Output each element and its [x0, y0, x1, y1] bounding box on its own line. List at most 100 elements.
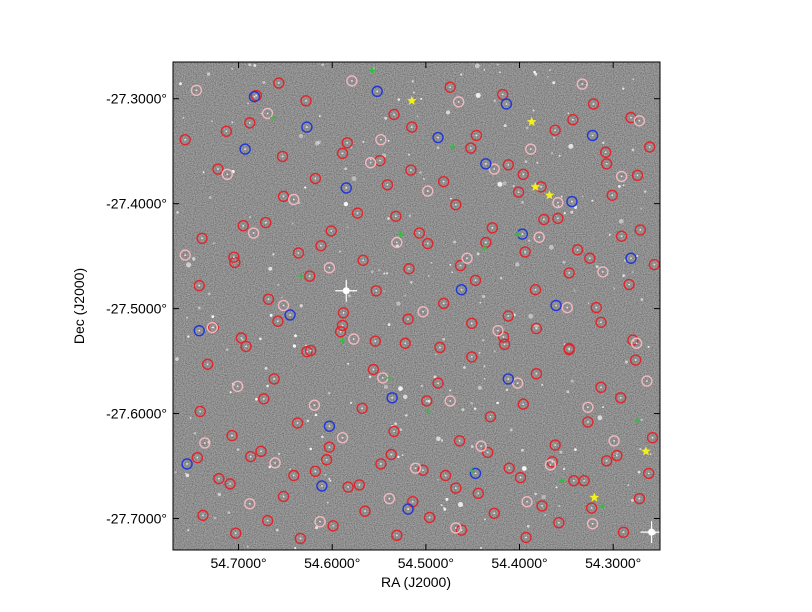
- source-dot: [422, 469, 424, 472]
- source-dot: [591, 134, 594, 137]
- catalog-circle-marker: [402, 503, 414, 515]
- field-star: [408, 214, 412, 218]
- catalog-circle-marker: [465, 142, 477, 154]
- catalog-circle-marker: [470, 129, 483, 142]
- source-dot: [600, 321, 602, 324]
- catalog-circle-marker: [315, 239, 327, 252]
- source-dot: [572, 118, 574, 121]
- field-star: [231, 67, 234, 71]
- catalog-circle-marker: [301, 121, 313, 133]
- source-dot: [503, 343, 506, 346]
- source-dot: [305, 99, 307, 102]
- catalog-circle-marker: [357, 254, 369, 267]
- source-dot: [458, 439, 461, 442]
- catalog-circle-marker: [261, 107, 274, 120]
- catalog-circle-marker: [273, 77, 285, 89]
- source-dot: [350, 79, 353, 82]
- source-dot: [313, 404, 316, 407]
- field-star: [534, 492, 537, 496]
- source-dot: [266, 519, 269, 522]
- series-open-circle: [179, 77, 660, 545]
- source-dot: [489, 415, 492, 418]
- source-dot: [630, 116, 632, 119]
- catalog-circle-marker: [212, 163, 224, 175]
- source-dot: [352, 338, 355, 340]
- source-dot: [277, 82, 280, 84]
- source-dot: [206, 363, 209, 366]
- field-star: [512, 184, 515, 188]
- source-dot: [588, 257, 591, 260]
- field-star: [179, 82, 182, 86]
- catalog-circle-marker: [492, 324, 504, 337]
- catalog-circle-marker: [244, 498, 256, 510]
- source-dot: [647, 472, 650, 475]
- field-star: [536, 161, 539, 164]
- field-star: [402, 394, 408, 400]
- catalog-circle-marker: [599, 146, 612, 158]
- source-dot: [410, 126, 413, 128]
- catalog-circle-marker: [563, 267, 575, 279]
- source-dot: [196, 456, 199, 459]
- catalog-circle-marker: [181, 458, 193, 470]
- y-tick-label: -27.7000°: [106, 511, 167, 527]
- catalog-circle-marker: [300, 95, 312, 107]
- field-star: [436, 146, 440, 149]
- catalog-circle-marker: [388, 425, 400, 438]
- source-dot: [248, 121, 251, 124]
- source-dot: [611, 194, 614, 197]
- field-star: [343, 201, 349, 207]
- catalog-circle-marker: [611, 449, 623, 462]
- field-star: [193, 432, 197, 435]
- field-star: [460, 73, 463, 76]
- source-dot: [571, 200, 573, 203]
- catalog-circle-marker: [385, 448, 397, 461]
- catalog-cross-marker: [270, 114, 277, 121]
- field-star: [206, 72, 211, 76]
- field-star: [559, 450, 563, 454]
- catalog-circle-marker: [587, 98, 600, 110]
- catalog-circle-marker: [402, 313, 414, 325]
- catalog-star-marker: [530, 181, 541, 191]
- catalog-circle-marker: [268, 373, 280, 385]
- source-dot: [442, 302, 445, 305]
- catalog-circle-marker: [248, 90, 261, 103]
- field-star: [521, 466, 527, 471]
- catalog-circle-marker: [597, 266, 609, 278]
- field-star: [470, 445, 474, 448]
- catalog-circle-marker: [193, 279, 205, 292]
- source-dot: [347, 486, 350, 488]
- catalog-circle-marker: [567, 114, 579, 126]
- source-dot: [444, 474, 447, 477]
- field-star: [349, 401, 353, 405]
- field-star: [176, 211, 179, 214]
- catalog-circle-marker: [206, 321, 219, 334]
- field-star: [294, 546, 297, 550]
- source-dot: [454, 203, 457, 206]
- source-dot: [407, 508, 409, 510]
- field-star: [515, 262, 520, 267]
- source-dot: [519, 476, 522, 479]
- y-tick-label: -27.4000°: [106, 196, 167, 212]
- catalog-circle-marker: [260, 216, 272, 229]
- catalog-circle-marker: [469, 274, 482, 286]
- catalog-circle-marker: [221, 168, 234, 180]
- catalog-circle-marker: [486, 222, 499, 234]
- field-star: [369, 158, 372, 161]
- field-stars: [174, 62, 660, 550]
- source-dot: [516, 382, 519, 385]
- source-dot: [628, 283, 630, 286]
- catalog-circle-marker: [258, 393, 270, 405]
- source-dot: [282, 304, 285, 307]
- catalog-circle-marker: [530, 367, 543, 380]
- catalog-circle-marker: [391, 529, 403, 542]
- source-dot: [240, 337, 243, 339]
- field-star: [202, 171, 205, 174]
- catalog-circle-marker: [348, 333, 360, 345]
- plot-frame: [172, 61, 661, 551]
- source-dot: [252, 232, 255, 234]
- source-dot: [557, 217, 559, 220]
- catalog-circle-marker: [356, 402, 368, 415]
- source-dot: [299, 537, 302, 540]
- source-dot: [361, 407, 364, 410]
- catalog-circle-marker: [340, 182, 352, 194]
